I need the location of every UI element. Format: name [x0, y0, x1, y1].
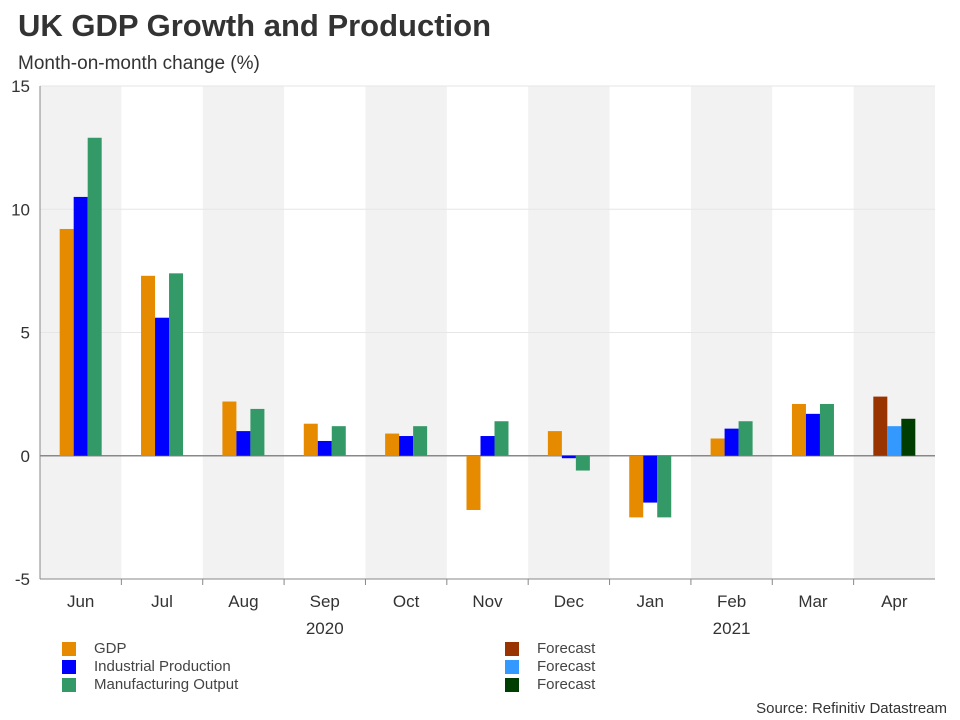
bar-industrial-production-feb — [724, 428, 739, 456]
bar-industrial-production-aug — [236, 431, 251, 456]
legend-item-gdp: GDP — [62, 640, 127, 657]
bar-manufacturing-output-jan — [657, 455, 672, 518]
bar-gdp-sep — [303, 423, 318, 456]
bar-manufacturing-output-nov — [494, 421, 509, 456]
legend-label: Forecast — [537, 658, 596, 675]
legend-label: Forecast — [537, 676, 596, 693]
x-tick-label: Feb — [717, 592, 746, 611]
bar-gdp-jan — [629, 455, 644, 518]
bar-manufacturing-output-feb — [738, 421, 753, 456]
bar-gdp-dec — [547, 431, 562, 456]
x-tick-label: Aug — [228, 592, 258, 611]
bar-industrial-production-apr — [887, 426, 902, 456]
legend-swatch — [505, 659, 519, 674]
legend-swatch — [62, 677, 76, 692]
bar-industrial-production-jun — [73, 196, 88, 456]
bar-manufacturing-output-apr — [901, 418, 916, 456]
legend-swatch — [505, 677, 519, 692]
legend-swatch — [505, 641, 519, 656]
bar-manufacturing-output-jun — [87, 137, 102, 456]
bar-gdp-nov — [466, 455, 481, 510]
chart-subtitle: Month-on-month change (%) — [18, 53, 260, 74]
bar-manufacturing-output-mar — [819, 403, 834, 456]
legend-label: Manufacturing Output — [94, 676, 239, 693]
x-tick-label: Apr — [881, 592, 908, 611]
x-tick-label: Jul — [151, 592, 173, 611]
x-tick-label: Oct — [393, 592, 420, 611]
y-tick-label: 0 — [21, 447, 30, 466]
bar-industrial-production-mar — [805, 413, 820, 456]
bar-gdp-mar — [791, 403, 806, 456]
y-tick-label: 10 — [11, 200, 30, 219]
legend-item-forecast-gdp: Forecast — [505, 640, 595, 657]
chart-title: UK GDP Growth and Production — [18, 8, 492, 43]
legend-label: Industrial Production — [94, 658, 231, 675]
bar-gdp-feb — [710, 438, 725, 456]
source-note: Source: Refinitiv Datastream — [756, 700, 947, 717]
legend-item-forecast-mfg: Forecast — [505, 676, 595, 693]
bar-industrial-production-dec — [561, 455, 576, 459]
bar-gdp-jun — [59, 228, 74, 456]
bar-industrial-production-sep — [317, 440, 332, 456]
bar-manufacturing-output-jul — [169, 273, 184, 456]
x-tick-label: Sep — [310, 592, 340, 611]
bar-manufacturing-output-aug — [250, 408, 265, 456]
bar-gdp-apr — [873, 396, 888, 456]
legend-swatch — [62, 641, 76, 656]
legend-item-forecast-ip: Forecast — [505, 658, 595, 675]
year-label: 2021 — [713, 619, 751, 638]
legend-label: GDP — [94, 640, 127, 657]
legend-swatch — [62, 659, 76, 674]
x-tick-label: Nov — [472, 592, 503, 611]
x-tick-label: Jan — [637, 592, 664, 611]
bar-manufacturing-output-oct — [413, 426, 428, 456]
bar-manufacturing-output-dec — [575, 455, 590, 471]
bar-gdp-oct — [385, 433, 400, 456]
legend-label: Forecast — [537, 640, 596, 657]
x-tick-label: Jun — [67, 592, 94, 611]
bar-gdp-aug — [222, 401, 237, 456]
year-label: 2020 — [306, 619, 344, 638]
y-tick-label: 5 — [21, 324, 30, 343]
legend-item-mfg: Manufacturing Output — [62, 676, 238, 693]
bar-industrial-production-jan — [643, 455, 658, 503]
bar-industrial-production-jul — [155, 317, 170, 456]
legend-item-ip: Industrial Production — [62, 658, 231, 675]
bar-industrial-production-oct — [399, 436, 414, 456]
y-tick-label: -5 — [15, 570, 30, 589]
x-tick-label: Mar — [798, 592, 828, 611]
bar-gdp-jul — [141, 275, 156, 456]
bar-manufacturing-output-sep — [331, 426, 346, 456]
x-tick-label: Dec — [554, 592, 585, 611]
bar-industrial-production-nov — [480, 436, 495, 456]
y-tick-label: 15 — [11, 77, 30, 96]
